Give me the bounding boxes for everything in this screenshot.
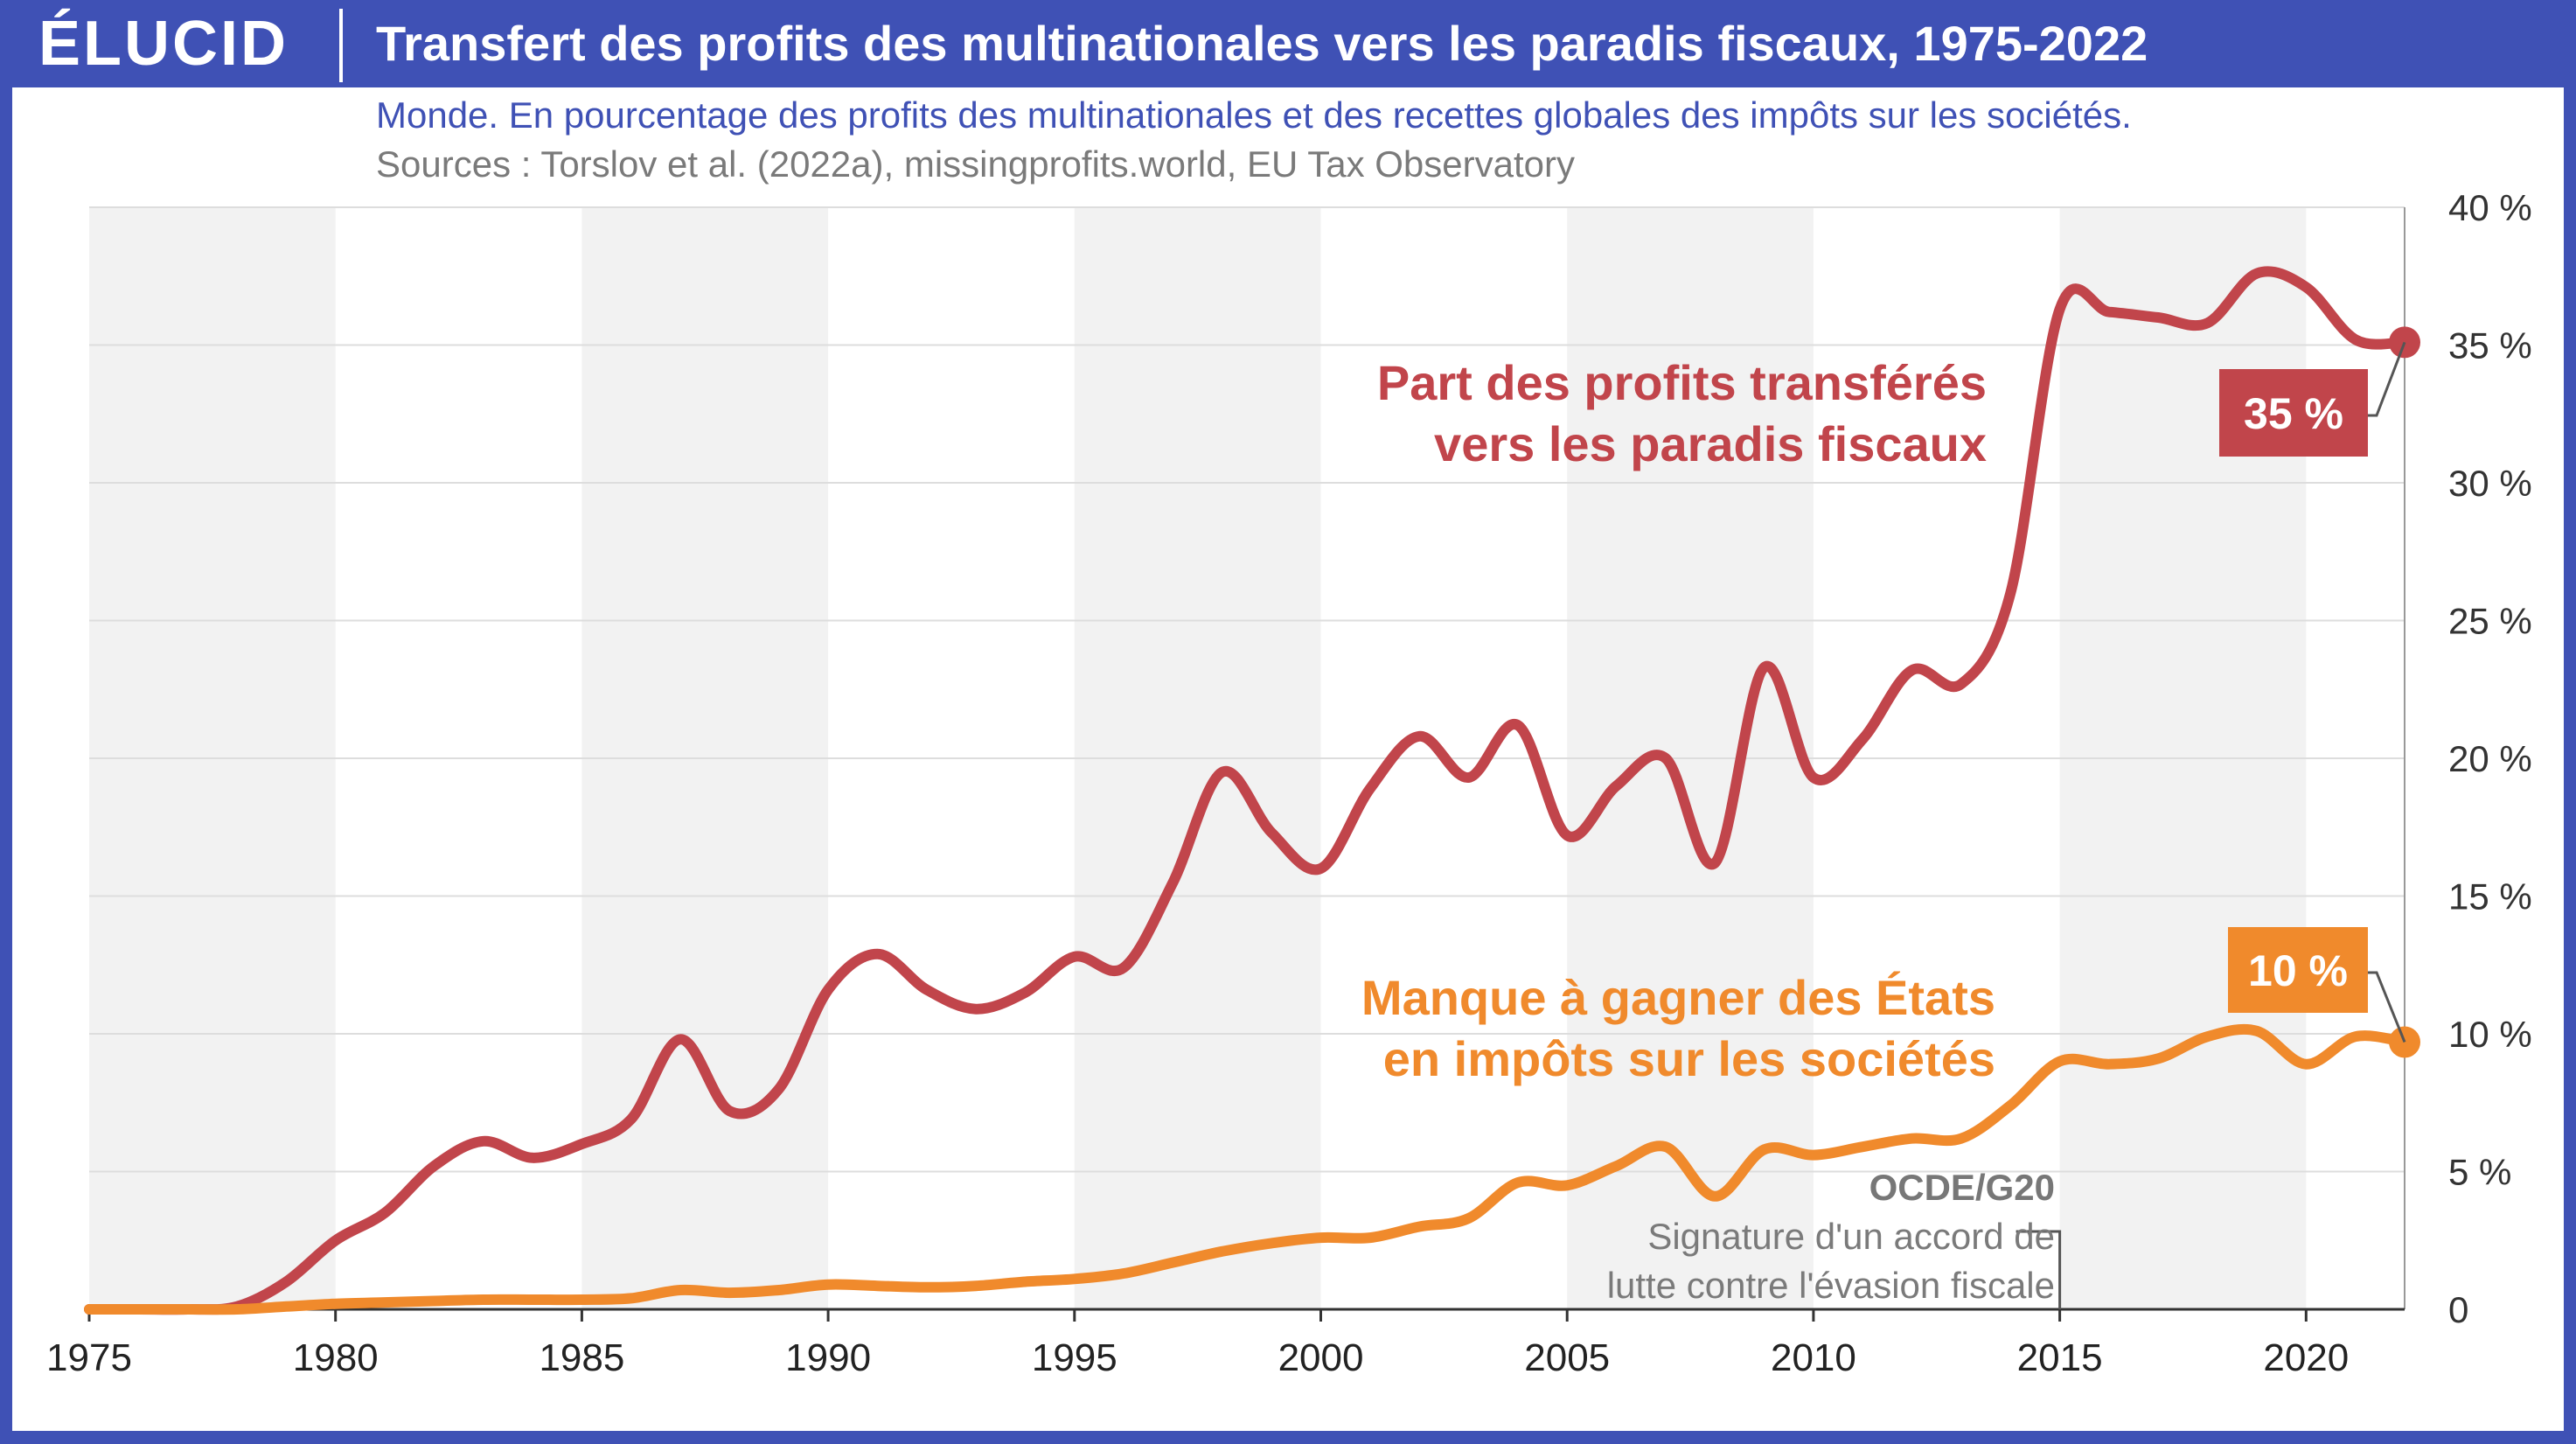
line-chart: 0 5 % 10 % 15 % 20 % 25 % 30 % 35 % 40 % 1975 1980… xyxy=(46,187,2532,1379)
chart-title: Transfert des profits des multinationale… xyxy=(376,16,2148,71)
profits-value-label: 35 % xyxy=(2244,389,2343,438)
y-tick-label: 30 % xyxy=(2448,463,2532,504)
profits-series-label: vers les paradis fiscaux xyxy=(1434,416,1987,471)
elucid-logo: ÉLUCID xyxy=(38,9,289,79)
revenue-leader xyxy=(2368,971,2406,1043)
x-tick-label: 1975 xyxy=(46,1336,132,1379)
x-tick-label: 1990 xyxy=(785,1336,871,1379)
annotation-text: Signature d'un accord de xyxy=(1647,1216,2055,1257)
revenue-value-box xyxy=(2228,927,2368,1013)
revenue-series-label: Manque à gagner des États xyxy=(1361,970,1995,1025)
annotation-leader xyxy=(2016,1230,2062,1309)
x-tick-label: 2000 xyxy=(1278,1336,1364,1379)
y-tick-label: 10 % xyxy=(2448,1014,2532,1055)
oecd-annotation: OCDE/G20 Signature d'un accord de lutte co… xyxy=(1607,1167,2062,1309)
y-tick-label: 0 xyxy=(2448,1289,2468,1330)
profits-leader xyxy=(2367,341,2406,417)
x-tick-label: 1995 xyxy=(1032,1336,1117,1379)
profits-series-label: Part des profits transférés xyxy=(1377,355,1987,410)
y-tick-label: 5 % xyxy=(2448,1152,2511,1193)
brand-swoosh-icon xyxy=(2510,1396,2559,1417)
chart-subtitle: Monde. En pourcentage des profits des mu… xyxy=(376,94,2132,136)
y-tick-label: 20 % xyxy=(2448,738,2532,779)
profits-value-box xyxy=(2219,369,2368,457)
revenue-value-label: 10 % xyxy=(2248,946,2348,995)
revenue-line xyxy=(84,1023,2410,1315)
x-tick-label: 2005 xyxy=(1524,1336,1610,1379)
annotation-text: lutte contre l'évasion fiscale xyxy=(1607,1265,2055,1306)
axes: 0 5 % 10 % 15 % 20 % 25 % 30 % 35 % 40 % 1975 1980… xyxy=(46,187,2532,1379)
x-tick-label: 2020 xyxy=(2263,1336,2349,1379)
x-tick-label: 1980 xyxy=(293,1336,379,1379)
x-tick-label: 2010 xyxy=(1771,1336,1856,1379)
footer-url[interactable]: www.elucid.media xyxy=(2258,1403,2515,1436)
series-labels: Part des profits transférés vers les para… xyxy=(1361,341,2406,1086)
profits-line xyxy=(84,266,2410,1315)
revenue-series-label: en impôts sur les sociétés xyxy=(1383,1031,1995,1086)
header-divider xyxy=(339,9,343,82)
y-tick-label: 35 % xyxy=(2448,325,2532,366)
annotation-title: OCDE/G20 xyxy=(1869,1167,2055,1208)
header-bar: ÉLUCID Transfert des profits des multina… xyxy=(0,0,2576,87)
x-tick-label: 1985 xyxy=(539,1336,624,1379)
y-tick-label: 40 % xyxy=(2448,187,2532,228)
y-tick-label: 25 % xyxy=(2448,601,2532,642)
chart-sources: Sources : Torslov et al. (2022a), missin… xyxy=(376,143,1575,185)
y-tick-label: 15 % xyxy=(2448,876,2532,917)
x-tick-label: 2015 xyxy=(2017,1336,2103,1379)
